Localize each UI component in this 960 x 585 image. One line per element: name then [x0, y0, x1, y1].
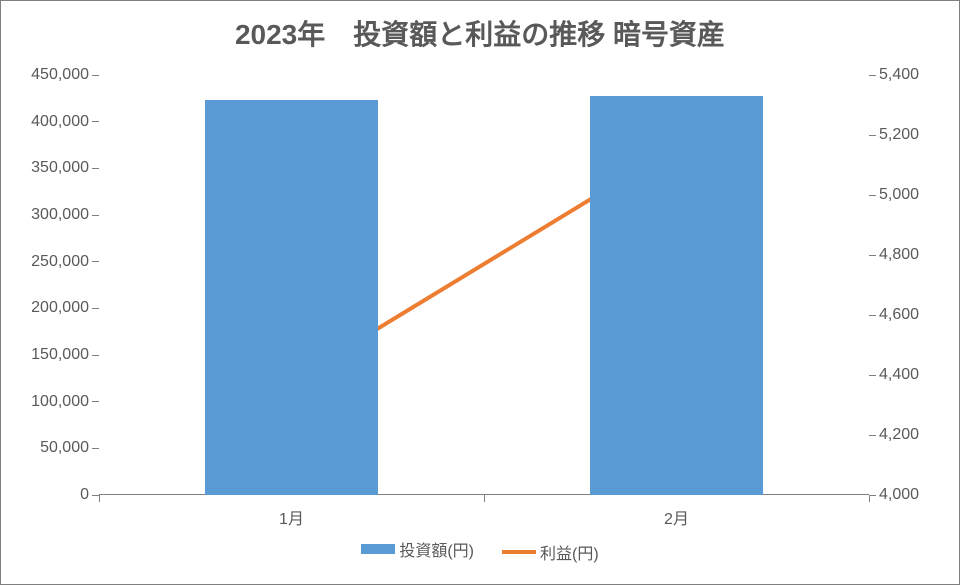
plot-area: 050,000100,000150,000200,000250,000300,0…: [99, 75, 869, 495]
y-left-tick-label: 250,000: [31, 253, 99, 271]
y-left-tick-label: 200,000: [31, 299, 99, 317]
y-right-tick-label: 4,800: [869, 246, 919, 264]
y-left-tick-label: 450,000: [31, 66, 99, 84]
y-right-tick-label: 5,000: [869, 186, 919, 204]
legend-swatch-line: [502, 550, 536, 554]
y-left-tick-label: 100,000: [31, 393, 99, 411]
y-right-tick-label: 5,400: [869, 66, 919, 84]
y-left-tick-label: 300,000: [31, 206, 99, 224]
chart-title: 2023年 投資額と利益の推移 暗号資産: [1, 13, 959, 53]
y-left-tick-label: 350,000: [31, 159, 99, 177]
legend-label: 投資額(円): [399, 537, 474, 561]
y-left-tick-label: 0: [80, 486, 99, 504]
chart-container: 2023年 投資額と利益の推移 暗号資産 050,000100,000150,0…: [0, 0, 960, 585]
y-right-tick-label: 5,200: [869, 126, 919, 144]
legend-label: 利益(円): [540, 540, 599, 564]
legend-item: 投資額(円): [361, 537, 474, 561]
bar: [590, 96, 763, 495]
y-left-tick-label: 150,000: [31, 346, 99, 364]
y-right-tick-label: 4,400: [869, 366, 919, 384]
x-tick-label: 2月: [664, 495, 689, 529]
x-tick-label: 1月: [279, 495, 304, 529]
y-left-tick-label: 50,000: [40, 439, 99, 457]
legend-item: 利益(円): [502, 540, 599, 564]
x-tick-mark: [99, 495, 100, 502]
y-right-tick-label: 4,600: [869, 306, 919, 324]
y-right-tick-label: 4,200: [869, 426, 919, 444]
x-tick-mark: [869, 495, 870, 502]
legend: 投資額(円) 利益(円): [1, 537, 959, 564]
legend-swatch-bar: [361, 544, 395, 554]
x-tick-mark: [484, 495, 485, 502]
bar: [205, 100, 378, 495]
y-right-tick-label: 4,000: [869, 486, 919, 504]
y-left-tick-label: 400,000: [31, 113, 99, 131]
